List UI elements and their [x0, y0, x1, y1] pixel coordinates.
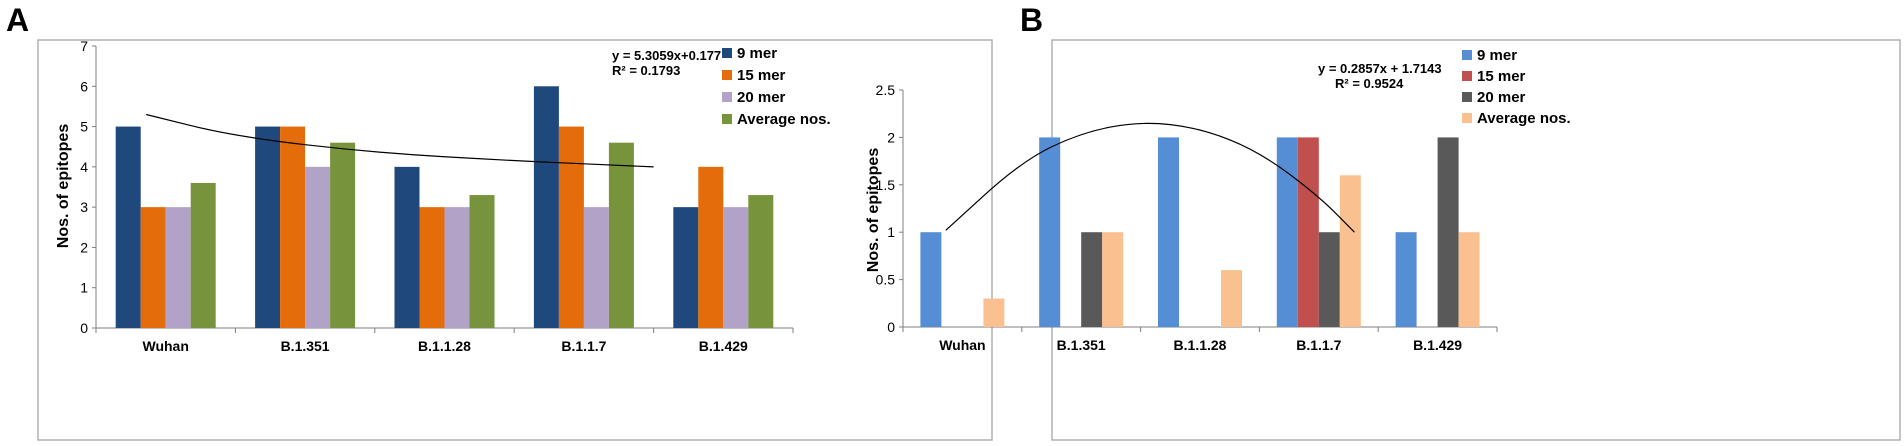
chart-a-category-label: B.1.429 — [699, 338, 748, 354]
chart-a-y-tick-label: 2 — [80, 239, 88, 255]
chart-b: 0 0.5 1 1.5 2 2.5 Wuhan B.1.351 B.1.1.28 B.1.1.7 B… — [865, 47, 1571, 353]
chart-b-category-label: B.1.429 — [1413, 337, 1462, 353]
chart-a-legend-label: 20 mer — [737, 89, 786, 106]
chart-a-y-axis-label: Nos. of epitopes — [55, 124, 72, 249]
chart-a-y-tick-label: 0 — [80, 320, 88, 336]
chart-a-bar-average-nos — [190, 182, 216, 328]
chart-a-bar-20-mer — [165, 207, 191, 328]
chart-a-legend-swatch — [722, 114, 732, 124]
chart-b-category-label: B.1.351 — [1057, 337, 1106, 353]
chart-a-category-label: B.1.1.28 — [418, 338, 471, 354]
chart-b-trendline — [945, 122, 1355, 233]
chart-b-legend-swatch — [1462, 92, 1472, 102]
chart-a-bar-15-mer — [140, 207, 166, 328]
panel-label-a: A — [6, 2, 30, 38]
chart-b-bar-9-mer — [1276, 137, 1298, 327]
chart-a-y-tick-label: 5 — [80, 119, 88, 135]
chart-a-category-label: Wuhan — [142, 338, 188, 354]
chart-a-y-tick-label: 3 — [80, 199, 88, 215]
chart-b-bar-average-nos — [1102, 232, 1124, 327]
chart-b-bar-average-nos — [1458, 232, 1480, 327]
chart-b-y-tick-label: 2 — [887, 129, 895, 145]
chart-a-bar-20-mer — [723, 207, 749, 328]
chart-a-bar-9-mer — [533, 86, 559, 329]
chart-a-bar-9-mer — [115, 126, 141, 328]
chart-a-y-tick-label: 6 — [80, 78, 88, 94]
chart-a-trend-equation: y = 5.3059x+0.177 — [612, 48, 721, 63]
chart-a-legend-swatch — [722, 92, 732, 102]
chart-b-y-axis-label: Nos. of epitopes — [865, 148, 882, 273]
chart-a-r-squared: R² = 0.1793 — [612, 63, 680, 78]
chart-b-y-tick-label: 0.5 — [876, 272, 896, 288]
chart-b-category-label: Wuhan — [939, 337, 985, 353]
chart-a-legend-swatch — [722, 70, 732, 80]
chart-a-y-tick-label: 4 — [80, 159, 88, 175]
panel-label-b: B — [1020, 2, 1044, 38]
chart-b-category-label: B.1.1.7 — [1296, 337, 1341, 353]
chart-a-bar-average-nos — [748, 195, 774, 328]
chart-b-y-tick-label: 0 — [887, 319, 895, 335]
chart-a-bar-9-mer — [255, 126, 281, 328]
chart-a-legend-label: Average nos. — [737, 111, 831, 128]
chart-b-bar-15-mer — [1297, 137, 1319, 327]
chart-a-y-tick-label: 7 — [80, 38, 88, 54]
chart-a-bar-20-mer — [583, 207, 609, 328]
chart-a-legend-swatch — [722, 48, 732, 58]
chart-b-legend-swatch — [1462, 113, 1472, 123]
chart-b-bar-average-nos — [983, 298, 1005, 327]
chart-a-legend-label: 9 mer — [737, 45, 777, 62]
chart-b-legend-swatch — [1462, 50, 1472, 60]
chart-b-legend-swatch — [1462, 71, 1472, 81]
chart-b-legend-label: 20 mer — [1477, 89, 1526, 106]
chart-b-legend-label: 15 mer — [1477, 68, 1526, 85]
chart-a-bar-9-mer — [394, 166, 420, 328]
chart-a-trendline — [146, 113, 654, 168]
chart-a-bar-9-mer — [673, 207, 699, 328]
chart-b-bar-20-mer — [1437, 137, 1459, 327]
chart-b-legend-label: Average nos. — [1477, 110, 1571, 127]
chart-a-bar-average-nos — [608, 142, 634, 328]
chart-a-bar-average-nos — [469, 195, 495, 328]
chart-b-legend-label: 9 mer — [1477, 47, 1517, 64]
chart-a: 0 1 2 3 4 5 6 7 Wuhan B.1.351 B.1.1.28 B.1.1.7 B.1.4… — [55, 38, 831, 354]
chart-b-bar-9-mer — [1395, 232, 1417, 327]
chart-b-bar-average-nos — [1339, 175, 1361, 327]
chart-b-y-tick-label: 1 — [887, 224, 895, 240]
chart-b-bar-average-nos — [1221, 270, 1242, 327]
chart-b-bar-9-mer — [1158, 137, 1179, 327]
chart-b-bar-9-mer — [1039, 137, 1061, 327]
chart-a-bar-15-mer — [419, 207, 445, 328]
chart-a-category-label: B.1.351 — [281, 338, 330, 354]
chart-a-bar-average-nos — [330, 142, 356, 328]
chart-b-y-tick-label: 1.5 — [876, 177, 896, 193]
chart-a-bar-15-mer — [698, 166, 724, 328]
chart-b-y-tick-label: 2.5 — [876, 82, 896, 98]
chart-b-bar-20-mer — [1318, 232, 1340, 327]
chart-a-bar-15-mer — [280, 126, 306, 328]
chart-a-legend-label: 15 mer — [737, 67, 786, 84]
chart-b-r-squared: R² = 0.9524 — [1335, 76, 1404, 91]
chart-a-bar-15-mer — [558, 126, 584, 328]
chart-a-bar-20-mer — [444, 207, 470, 328]
chart-b-category-label: B.1.1.28 — [1174, 337, 1227, 353]
chart-b-bar-20-mer — [1081, 232, 1103, 327]
chart-b-bar-9-mer — [920, 232, 942, 327]
chart-a-category-label: B.1.1.7 — [561, 338, 606, 354]
chart-b-trend-equation: y = 0.2857x + 1.7143 — [1318, 61, 1442, 76]
chart-a-bar-20-mer — [305, 166, 331, 328]
chart-a-y-tick-label: 1 — [80, 280, 88, 296]
